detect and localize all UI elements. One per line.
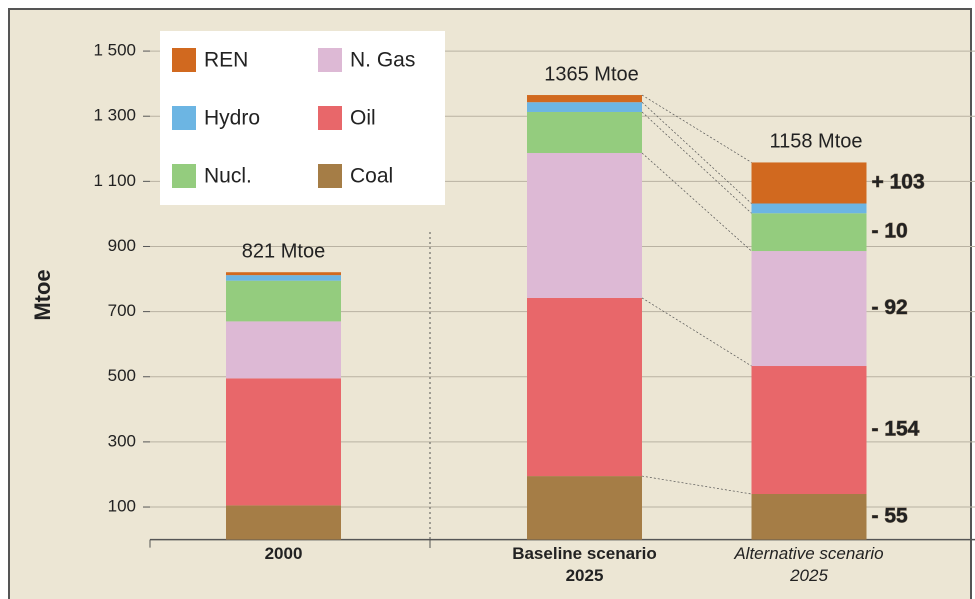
change-label: + 103 [872,171,925,194]
total-label: 821 Mtoe [242,240,325,262]
connector [641,297,752,367]
change-label: - 154 [872,418,920,441]
legend-label: Coal [350,165,393,188]
legend-label: Hydro [204,107,260,130]
legend-label: Oil [350,107,376,130]
bar-segment [527,476,642,540]
legend-label: Nucl. [204,165,252,188]
bar-segment [751,251,867,367]
change-label: - 55 [872,504,909,527]
y-tick-label: 900 [108,236,136,255]
legend-box [160,31,445,205]
total-label: 1365 Mtoe [544,63,639,85]
legend-label: REN [204,49,248,72]
bar-segment [226,272,341,276]
bar-segment [751,366,867,495]
y-tick-label: 100 [108,497,136,516]
legend-swatch [318,48,342,72]
y-tick-label: 1 500 [93,41,136,60]
bar-segment [751,203,867,214]
bar-segment [527,95,642,103]
bar-segment [527,153,642,298]
bar-segment [226,378,341,506]
legend-label: N. Gas [350,49,415,72]
y-tick-label: 300 [108,431,136,450]
legend-swatch [172,48,196,72]
bar-segment [527,111,642,154]
bar-segment [527,297,642,477]
bar-segment [751,162,867,204]
change-label: - 92 [872,296,908,319]
bar-segment [226,505,341,540]
connector [641,475,752,495]
x-tick-label: Baseline scenario 2025 [512,544,657,585]
legend-swatch [318,164,342,188]
bar-segment [226,275,341,281]
bar-segment [751,494,867,540]
y-tick-label: 1 100 [93,171,136,190]
connector [641,152,752,252]
y-tick-label: 1 300 [93,106,136,125]
y-tick-label: 500 [108,366,136,385]
y-axis-label: Mtoe [30,269,55,320]
change-label: - 10 [872,220,908,243]
connector [641,101,752,204]
x-tick-label: Alternative scenario 2025 [734,544,884,585]
legend-swatch [318,106,342,130]
bar-segment [226,280,341,322]
legend-swatch [172,106,196,130]
connector [641,94,752,163]
connector [641,111,752,214]
bar-segment [226,321,341,379]
bar-segment [751,213,867,252]
x-tick-label: 2000 [264,544,303,563]
legend-swatch [172,164,196,188]
y-tick-label: 700 [108,301,136,320]
bar-segment [527,102,642,112]
total-label: 1158 Mtoe [769,131,862,153]
